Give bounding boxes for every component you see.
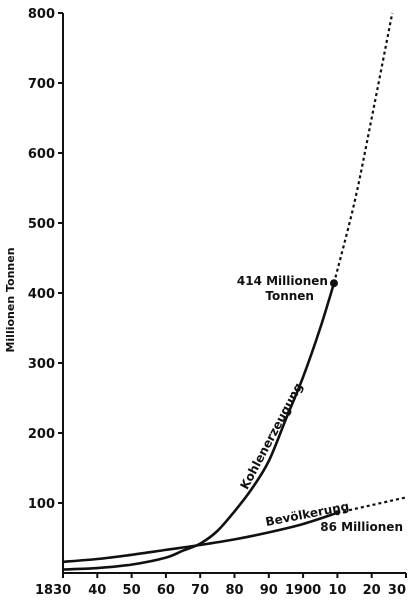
y-axis-title: Millionen Tonnen [4,247,17,352]
x-tick-label: 20 [363,583,381,598]
bevoelkerung-projection-line [337,496,407,514]
bevoelkerung-line [62,511,338,564]
x-tick-label: 10 [328,583,346,598]
y-tick-label: 400 [28,287,55,302]
kohlenerzeugung-line [62,282,336,571]
kohlenerzeugung-projection-line [332,12,394,284]
x-tick-label: 70 [191,583,209,598]
y-tick-label: 200 [28,427,55,442]
annotation-coal-unit: Tonnen [265,289,314,303]
x-ticks: 1830 40 50 60 70 80 90 1900 10 20 30 [35,573,407,598]
annotation-coal-value: 414 Millionen [237,274,328,288]
series-layer [62,12,407,571]
y-tick-label: 600 [28,147,55,162]
x-tick-label: 40 [88,583,106,598]
x-tick-label: 1830 [35,583,71,598]
y-ticks: 100 200 300 400 500 600 700 800 [28,7,63,512]
y-tick-label: 500 [28,217,55,232]
y-tick-label: 700 [28,77,55,92]
y-tick-label: 300 [28,357,55,372]
bevoelkerung-endpoint-marker [334,510,340,516]
x-tick-label: 90 [260,583,278,598]
y-tick-label: 800 [28,7,55,22]
x-tick-label: 80 [225,583,243,598]
x-tick-label: 30 [388,583,406,598]
kohlenerzeugung-endpoint-marker [329,279,338,288]
x-tick-label: 60 [157,583,175,598]
x-tick-label: 1900 [285,583,321,598]
x-tick-label: 50 [123,583,141,598]
axes [62,13,406,574]
y-tick-label: 100 [28,497,55,512]
kohlenerzeugung-series-label: Kohlenerzeugung [237,380,305,491]
annotation-population-value: 86 Millionen [320,520,403,534]
